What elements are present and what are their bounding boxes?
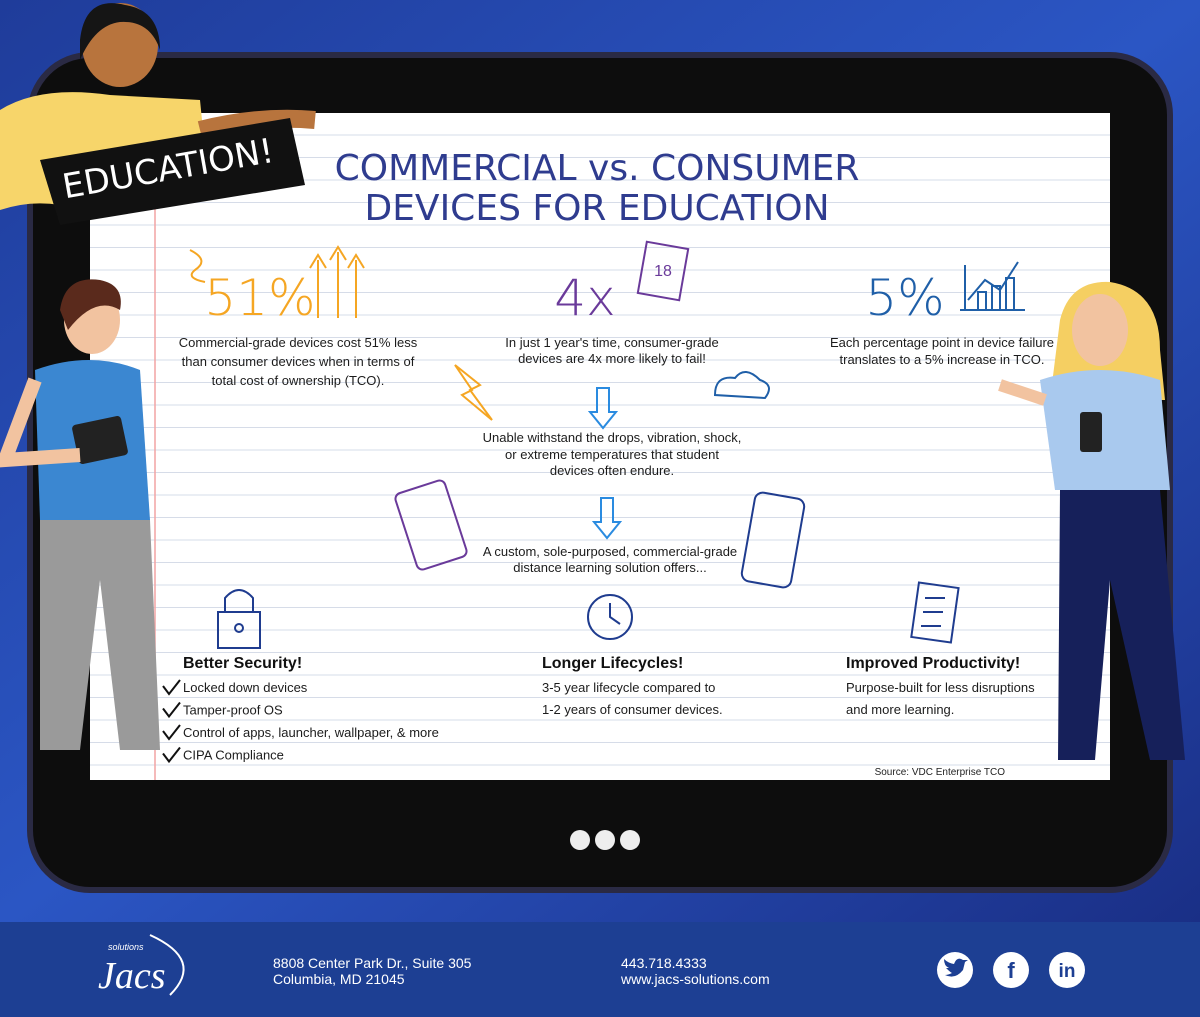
growth-icon: [960, 261, 1025, 311]
woman-illustration: [998, 281, 1185, 760]
address: Columbia, MD 21045: [273, 971, 405, 987]
dot: [620, 830, 640, 850]
benefit-text: and more learning.: [846, 702, 954, 717]
calendar-day: 18: [654, 263, 672, 280]
coin-icon: [189, 245, 365, 318]
address: 8808 Center Park Dr., Suite 305: [273, 955, 472, 971]
dot: [595, 830, 615, 850]
logo: Jacs: [98, 955, 166, 997]
benefit-item: CIPA Compliance: [183, 748, 284, 763]
source: Source: VDC Enterprise TCO: [875, 767, 1006, 778]
stat-text: devices are 4x more likely to fail!: [518, 351, 706, 366]
website: www.jacs-solutions.com: [620, 971, 770, 987]
down-arrow: [591, 497, 623, 540]
benefit-item: Tamper-proof OS: [183, 703, 283, 718]
benefit-title: Improved Productivity!: [846, 655, 1020, 672]
flow-text: distance learning solution offers...: [513, 560, 706, 575]
stat-text: than consumer devices when in terms of: [182, 354, 415, 369]
benefit-title: Longer Lifecycles!: [542, 655, 683, 672]
dot: [570, 830, 590, 850]
linkedin-button[interactable]: [1049, 952, 1085, 988]
lock-icon: [217, 589, 261, 649]
checklist: Locked down devices Tamper-proof OS Contro…: [162, 679, 439, 764]
stat-text: total cost of ownership (TCO).: [212, 373, 385, 388]
stat-text: Each percentage point in device failure: [830, 335, 1054, 350]
stat-text: translates to a 5% increase in TCO.: [840, 352, 1045, 367]
linkedin-icon: in: [1059, 961, 1076, 982]
benefit-title: Better Security!: [183, 655, 302, 672]
logo-small: solutions: [108, 942, 144, 952]
stat-text: In just 1 year's time, consumer-grade: [505, 335, 718, 350]
checklist-icon: [910, 581, 960, 644]
phone: 443.718.4333: [621, 955, 707, 971]
check-mark: [162, 679, 181, 696]
flow-text: A custom, sole-purposed, commercial-grad…: [483, 544, 737, 559]
stat-text: Commercial-grade devices cost 51% less: [179, 335, 418, 350]
facebook-icon: f: [1007, 958, 1015, 983]
benefit-text: 3-5 year lifecycle compared to: [542, 680, 715, 695]
title-line: DEVICES FOR EDUCATION: [364, 188, 829, 229]
stat-figure: 51%: [204, 269, 315, 327]
phone-icon: [740, 491, 806, 589]
flow-text: Unable withstand the drops, vibration, s…: [483, 430, 742, 445]
logo-swoosh: [149, 934, 185, 996]
title-line: COMMERCIAL vs. CONSUMER: [335, 148, 860, 189]
flow-text: devices often endure.: [550, 463, 674, 478]
check-mark: [162, 746, 181, 764]
benefit-item: Locked down devices: [183, 680, 308, 695]
check-mark: [162, 724, 181, 741]
calendar-icon: 18: [636, 240, 690, 302]
man-illustration: [0, 279, 160, 750]
flow-text: or extreme temperatures that student: [505, 447, 719, 462]
benefit-item: Control of apps, launcher, wallpaper, & …: [183, 725, 439, 740]
facebook-button[interactable]: [993, 952, 1029, 988]
down-arrow: [587, 387, 619, 430]
benefit-text: Purpose-built for less disruptions: [846, 680, 1035, 695]
notebook-paper: [90, 113, 1110, 780]
stat-figure: 4x: [554, 269, 615, 327]
check-mark: [162, 701, 181, 719]
clock-icon: [587, 594, 633, 640]
weather-icon: [713, 371, 770, 400]
benefit-text: 1-2 years of consumer devices.: [542, 702, 723, 717]
lightning-icon: [454, 364, 493, 421]
stat-figure: 5%: [865, 269, 944, 327]
tablet-icon: [394, 479, 468, 571]
twitter-icon: [944, 958, 968, 977]
